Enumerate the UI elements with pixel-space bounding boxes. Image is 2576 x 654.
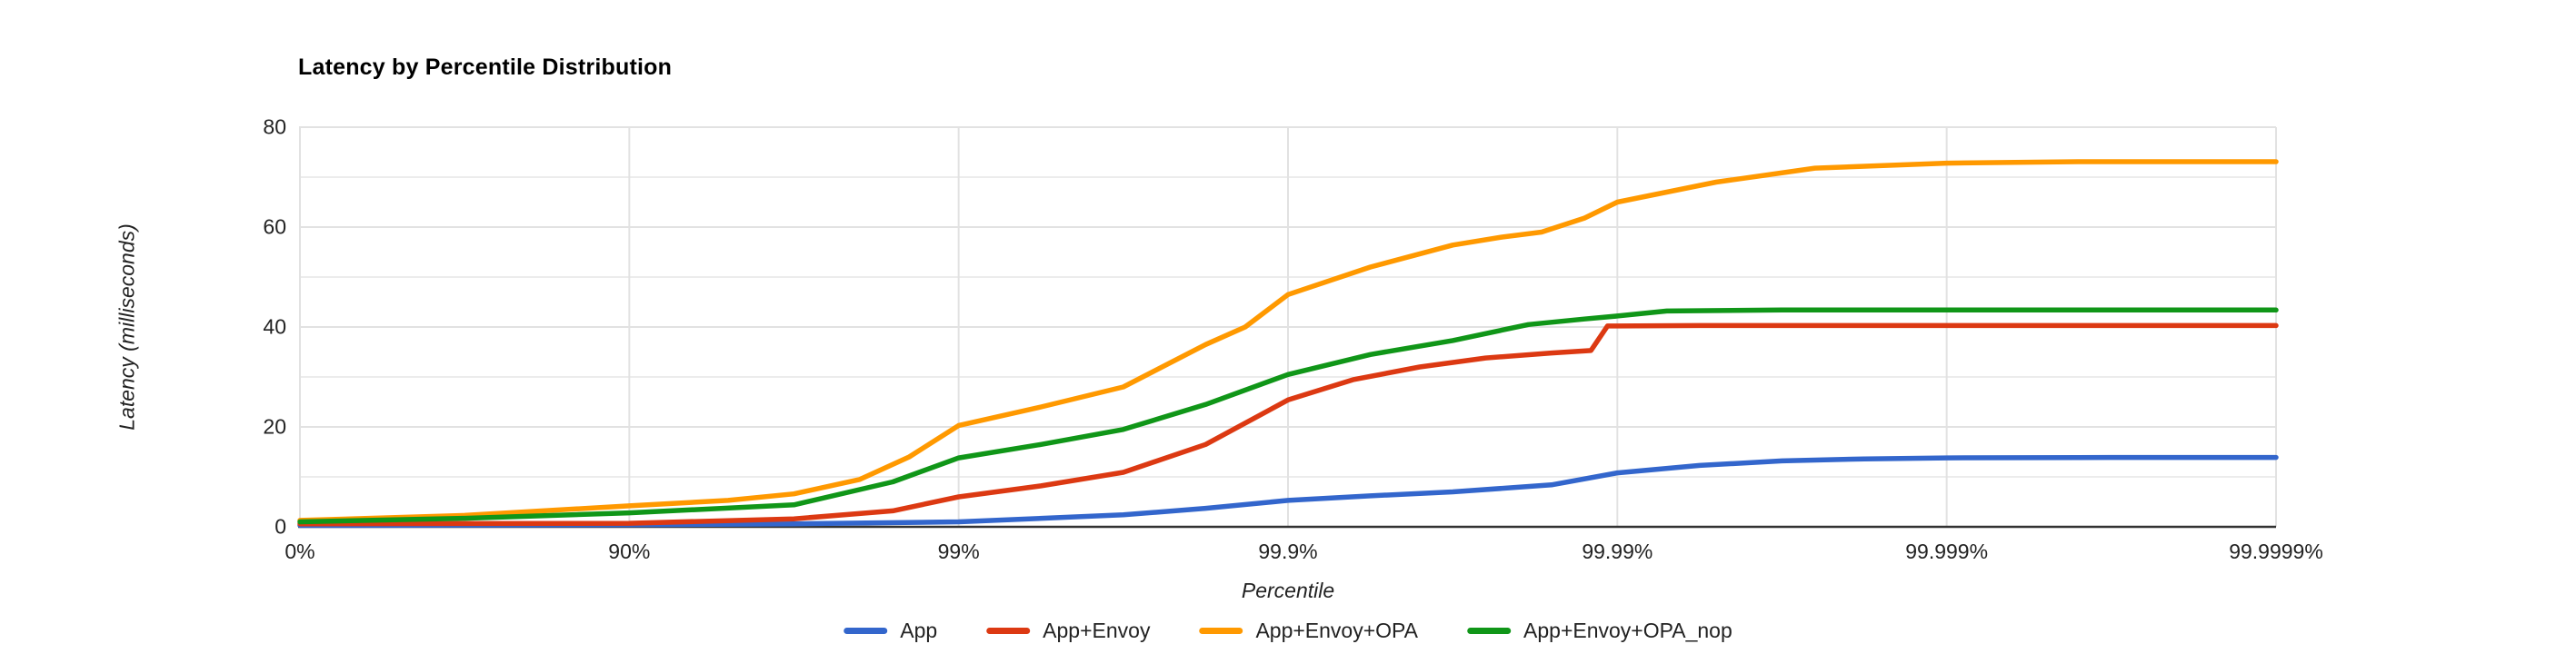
legend-label: App+Envoy+OPA_nop <box>1523 619 1732 642</box>
series-line-app <box>297 454 2279 529</box>
x-tick-label: 99% <box>937 540 980 563</box>
y-tick-label: 40 <box>263 314 286 339</box>
x-tick-label: 99.9999% <box>2229 540 2323 563</box>
chart-title: Latency by Percentile Distribution <box>298 54 673 80</box>
legend-item-app-envoy-opa: App+Envoy+OPA <box>1199 619 1418 643</box>
x-tick-label: 99.99% <box>1582 540 1653 563</box>
y-tick-label: 60 <box>263 214 286 239</box>
series-line-app-envoy-opa-nop <box>297 307 2279 525</box>
x-axis-title: Percentile <box>1241 579 1335 602</box>
legend-line-swatch-icon <box>986 628 1031 634</box>
series-line-app-envoy-opa <box>297 159 2279 523</box>
legend: App App+Envoy App+Envoy+OPA App+Envoy+OPA_n… <box>844 619 1732 643</box>
x-tick-label: 90% <box>608 540 651 563</box>
legend-line-swatch-icon <box>1199 628 1243 634</box>
legend-label: App <box>900 619 938 642</box>
legend-line-swatch-icon <box>844 628 888 634</box>
y-tick-label: 0 <box>275 514 286 539</box>
legend-line-swatch-icon <box>1467 628 1512 634</box>
legend-item-app-envoy-opa-nop: App+Envoy+OPA_nop <box>1467 619 1732 643</box>
legend-label: App+Envoy <box>1043 619 1151 642</box>
legend-label: App+Envoy+OPA <box>1255 619 1419 642</box>
series-line-app-envoy <box>297 322 2279 527</box>
x-tick-label: 0% <box>285 540 315 563</box>
x-tick-label: 99.9% <box>1258 540 1318 563</box>
legend-item-app-envoy: App+Envoy <box>986 619 1150 643</box>
legend-item-app: App <box>844 619 937 643</box>
y-tick-label: 80 <box>263 114 286 139</box>
y-tick-label: 20 <box>263 414 286 439</box>
x-tick-label: 99.999% <box>1905 540 1989 563</box>
